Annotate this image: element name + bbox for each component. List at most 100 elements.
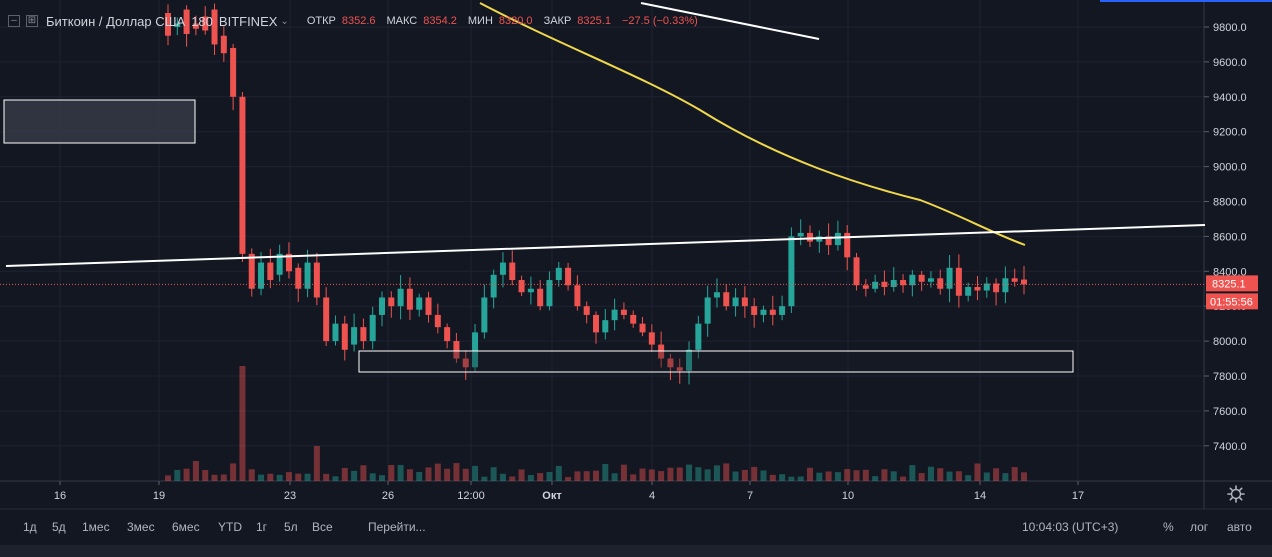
volume-bar <box>183 468 190 481</box>
candle-body <box>937 278 944 289</box>
time-axis[interactable]: 16 19 23 26 12:00 Окт 4 7 10 14 17 <box>54 481 1084 502</box>
time-tick-label: 12:00 <box>457 490 485 502</box>
candle-body <box>993 283 1000 293</box>
volume-bar <box>341 467 348 481</box>
interval-label[interactable]: 180 <box>191 13 213 29</box>
candle-body <box>713 292 720 298</box>
collapse-icon[interactable]: – <box>8 15 20 27</box>
candle-body <box>490 274 497 298</box>
price-tick-label: 9000.0 <box>1213 162 1247 174</box>
timeframe-3m[interactable]: 3мес <box>127 520 155 534</box>
volume-bar <box>369 473 376 481</box>
candle-body <box>593 314 599 333</box>
volume-bar <box>472 465 479 481</box>
countdown-badge <box>1206 293 1258 310</box>
volume-bar <box>518 469 525 481</box>
volume-bar <box>955 471 962 481</box>
candle-body <box>211 9 218 45</box>
volume-bar <box>676 467 683 481</box>
volume-bar <box>239 366 246 481</box>
percent-toggle[interactable]: % <box>1163 520 1174 534</box>
timeframe-5y[interactable]: 5л <box>284 520 298 534</box>
high-label: МАКС <box>386 15 418 27</box>
candle-body <box>565 267 572 286</box>
high-value: 8354.2 <box>423 15 457 27</box>
close-value: 8325.1 <box>577 15 611 27</box>
drawings[interactable] <box>3 2 1206 373</box>
candle-body <box>872 281 879 289</box>
candle-body <box>648 332 655 345</box>
price-axis[interactable]: 9800.0 9600.0 9400.0 9200.0 9000.0 8800.0 8600… <box>1204 22 1247 453</box>
symbol-legend: – ⊞ Биткоин / Доллар США 180 BITFINEX ⌄ … <box>8 11 703 31</box>
volume-bar <box>565 476 572 481</box>
price-tick-label: 9200.0 <box>1213 127 1247 139</box>
clock-timezone[interactable]: 10:04:03 (UTC+3) <box>1022 520 1119 534</box>
candle-body <box>704 297 711 324</box>
goto-date-button[interactable]: Перейти... <box>368 520 426 534</box>
yellow-trendline[interactable] <box>479 2 1026 246</box>
price-tick-label: 9600.0 <box>1213 57 1247 69</box>
candle-body <box>955 267 962 296</box>
candle-body <box>341 323 348 350</box>
symbol-name[interactable]: Биткоин / Доллар США <box>46 13 186 29</box>
change-value: −27.5 (−0.33%) <box>621 15 698 27</box>
candle-body <box>732 297 739 307</box>
candle-body <box>890 280 897 288</box>
volume-bar <box>993 468 1000 481</box>
volume-bar <box>658 471 665 481</box>
bottom-strip <box>0 545 1272 557</box>
volume-bar <box>462 468 469 481</box>
volume-bar <box>192 461 199 481</box>
candle-body <box>453 341 460 359</box>
time-tick-label: 14 <box>974 490 986 502</box>
candle-body <box>881 281 888 288</box>
rectangle-drawing-top-left[interactable] <box>3 99 196 144</box>
timeframe-ytd[interactable]: YTD <box>218 520 242 534</box>
candle-body <box>686 349 693 371</box>
time-tick-label: Окт <box>542 490 562 502</box>
white-trendline-top[interactable] <box>640 2 820 40</box>
volume-bar <box>490 467 497 481</box>
exchange-label[interactable]: BITFINEX <box>218 13 278 29</box>
time-tick-label: 16 <box>54 490 66 502</box>
settings-button[interactable] <box>1226 484 1246 504</box>
timeframe-1y[interactable]: 1г <box>256 520 268 534</box>
open-value: 8352.6 <box>341 15 376 27</box>
candle-body <box>695 323 702 350</box>
volume-bar <box>537 473 544 481</box>
price-tick-label: 8000.0 <box>1213 336 1247 348</box>
white-trendline[interactable] <box>5 224 1206 267</box>
timeframe-1m[interactable]: 1мес <box>82 520 110 534</box>
grid-icon[interactable]: ⊞ <box>26 15 38 27</box>
candle-body <box>537 288 544 307</box>
support-zone-rectangle[interactable] <box>358 350 1074 373</box>
bottom-toolbar: 1д 5д 1мес 3мес 6мес YTD 1г 5л Все Перей… <box>0 509 1272 545</box>
candle-body <box>248 253 255 289</box>
timeframe-1d[interactable]: 1д <box>23 520 37 534</box>
candle-body <box>397 288 404 307</box>
timeframe-5d[interactable]: 5д <box>52 520 66 534</box>
timeframe-all[interactable]: Все <box>312 520 333 534</box>
volume-bar <box>713 465 720 481</box>
candle-body <box>900 280 907 286</box>
price-tick-label: 7400.0 <box>1213 441 1247 453</box>
candle-body <box>1011 278 1018 282</box>
log-toggle[interactable]: лог <box>1190 520 1209 534</box>
volume-bar <box>583 471 590 481</box>
volume-bar <box>220 474 227 481</box>
time-tick-label: 23 <box>284 490 296 502</box>
auto-toggle[interactable]: авто <box>1227 520 1252 534</box>
candle-body <box>574 285 581 307</box>
candle-body <box>509 262 516 281</box>
timeframe-6m[interactable]: 6мес <box>172 520 200 534</box>
chevron-down-icon[interactable]: ⌄ <box>280 15 289 27</box>
volume-bar <box>351 470 358 481</box>
candle-body <box>1021 279 1027 285</box>
time-tick-label: 4 <box>649 490 655 502</box>
candle-body <box>258 262 265 289</box>
volume-bar <box>593 470 599 481</box>
volume-bar <box>323 473 330 481</box>
volume-bar <box>788 476 795 481</box>
